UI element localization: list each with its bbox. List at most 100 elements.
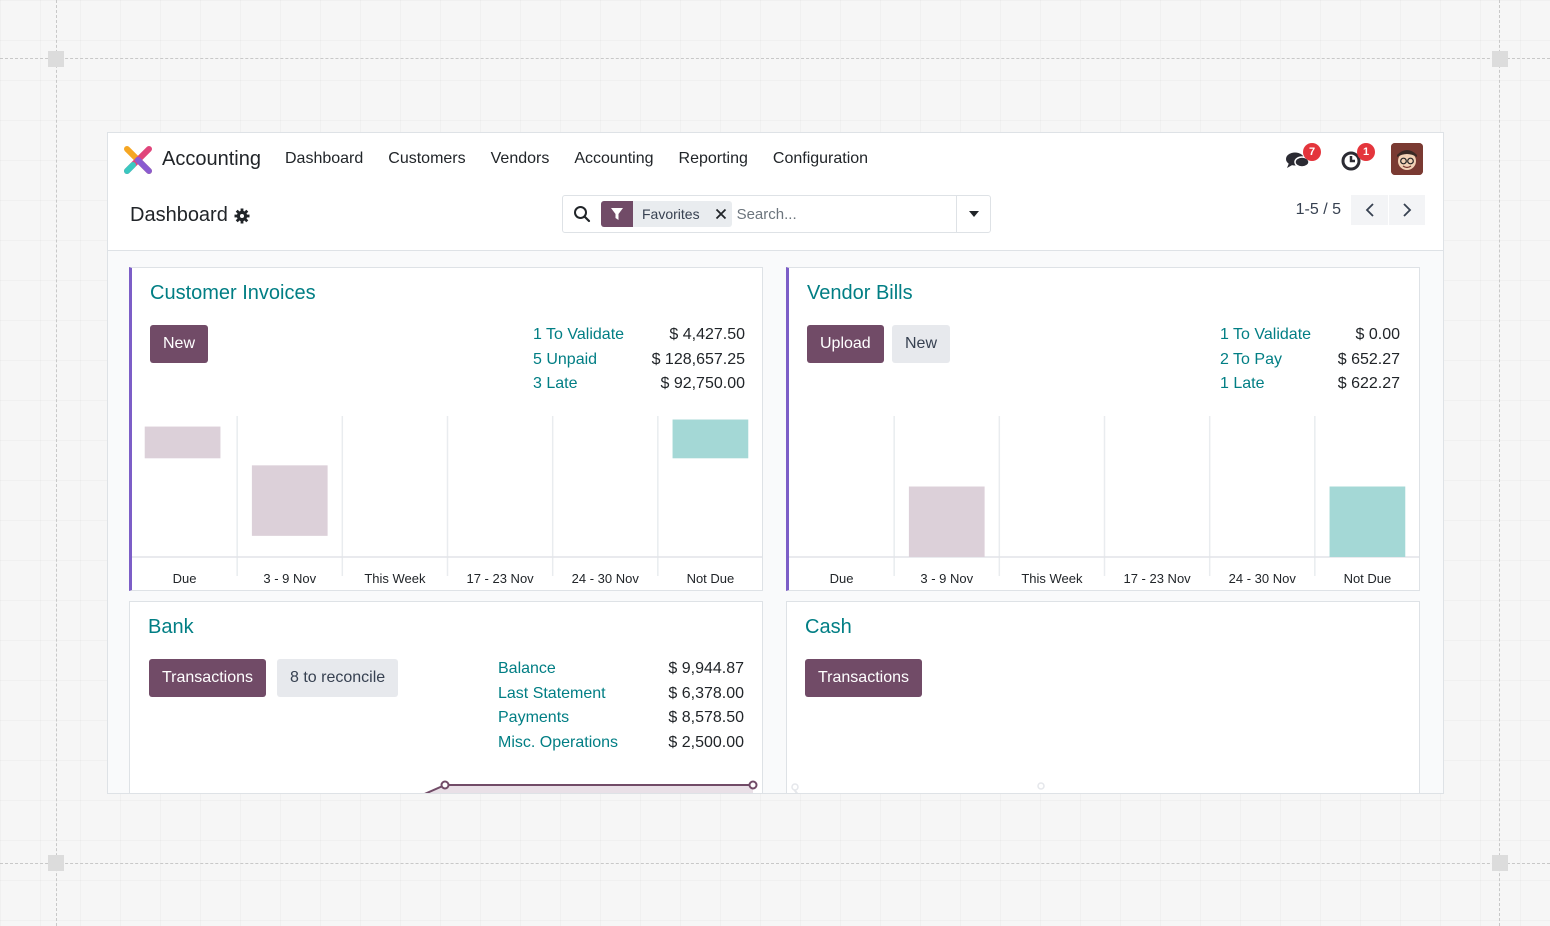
stat-row: 1 To Validate $ 0.00 <box>1220 326 1400 351</box>
stat-row: 2 To Pay $ 652.27 <box>1220 351 1400 376</box>
customer-invoices-stats: 1 To Validate $ 4,427.50 5 Unpaid $ 128,65… <box>533 326 745 400</box>
messages-count-badge: 7 <box>1303 143 1321 161</box>
cash-transactions-button[interactable]: Transactions <box>805 659 922 697</box>
x-tick-label: 3 - 9 Nov <box>920 571 973 586</box>
stat-label[interactable]: 2 To Pay <box>1220 350 1282 368</box>
page-title: Dashboard <box>130 204 228 226</box>
stat-value: $ 0.00 <box>1355 326 1400 343</box>
stat-label[interactable]: 5 Unpaid <box>533 350 598 368</box>
stat-value: $ 652.27 <box>1337 350 1400 368</box>
stat-row: 3 Late $ 92,750.00 <box>533 375 745 400</box>
breadcrumb: Dashboard <box>130 204 250 227</box>
avatar-icon <box>1391 143 1423 175</box>
menu-item-vendors[interactable]: Vendors <box>490 150 550 167</box>
close-icon[interactable] <box>710 201 732 227</box>
activities-button[interactable]: 1 <box>1339 143 1375 173</box>
stat-label[interactable]: 3 Late <box>533 375 578 392</box>
stat-label[interactable]: 1 To Validate <box>1220 326 1312 343</box>
stat-label[interactable]: Misc. Operations <box>498 733 619 751</box>
stat-value: $ 128,657.25 <box>651 350 745 368</box>
guide-handle <box>1492 855 1508 871</box>
control-panel: Dashboard <box>108 187 1443 251</box>
gear-icon[interactable] <box>234 208 250 224</box>
menu-item-accounting[interactable]: Accounting <box>574 150 654 167</box>
x-tick-label: Due <box>830 571 854 586</box>
chevron-right-icon <box>1403 203 1412 217</box>
stat-row: Last Statement $ 6,378.00 <box>498 685 744 710</box>
x-tick-label: 24 - 30 Nov <box>1229 571 1297 586</box>
stat-label[interactable]: 1 To Validate <box>533 326 625 343</box>
cash-balance-graph[interactable] <box>787 772 1420 794</box>
stat-value: $ 622.27 <box>1337 375 1400 392</box>
app-name[interactable]: Accounting <box>162 148 261 170</box>
stat-value: $ 92,750.00 <box>660 375 745 392</box>
stat-label[interactable]: Payments <box>498 709 570 726</box>
graph-point <box>440 780 450 790</box>
search-input[interactable] <box>736 205 937 223</box>
graph-point <box>748 780 758 790</box>
top-navbar: Accounting Dashboard Customers Vendors A… <box>108 133 1443 187</box>
stat-value: $ 8,578.50 <box>668 709 744 726</box>
caret-down-icon <box>968 211 979 217</box>
cash-card: Cash Transactions <box>786 601 1420 794</box>
accounting-app-icon[interactable] <box>124 146 152 174</box>
x-tick-label: This Week <box>364 571 426 586</box>
chart-bar[interactable] <box>251 465 328 536</box>
guide-handle <box>48 855 64 871</box>
main-menu: Dashboard Customers Vendors Accounting R… <box>285 150 893 168</box>
chart-bar[interactable] <box>908 486 985 558</box>
stat-row: 1 Late $ 622.27 <box>1220 375 1400 400</box>
menu-item-customers[interactable]: Customers <box>388 150 466 167</box>
pager-next-button[interactable] <box>1388 195 1425 225</box>
filter-icon <box>601 201 633 227</box>
customer-invoices-title[interactable]: Customer Invoices <box>150 282 316 304</box>
stat-label[interactable]: Balance <box>498 660 556 677</box>
x-tick-label: Due <box>173 571 197 586</box>
activities-count-badge: 1 <box>1357 143 1375 161</box>
pager-value[interactable]: 1-5 / 5 <box>1295 201 1341 218</box>
menu-item-configuration[interactable]: Configuration <box>772 150 869 167</box>
new-invoice-button[interactable]: New <box>150 325 209 363</box>
bank-title[interactable]: Bank <box>148 616 194 638</box>
messaging-button[interactable]: 7 <box>1285 143 1321 173</box>
x-tick-label: Not Due <box>687 571 735 586</box>
guide-handle <box>1492 51 1508 67</box>
reconcile-button[interactable]: 8 to reconcile <box>277 659 399 697</box>
systray: 7 1 <box>1263 133 1443 187</box>
new-bill-button[interactable]: New <box>892 325 951 363</box>
vendor-bills-chart[interactable]: Due 3 - 9 Nov This Week 17 - 23 Nov 24 - 30 … <box>789 416 1420 591</box>
vendor-bills-title[interactable]: Vendor Bills <box>807 282 913 304</box>
graph-point <box>1037 782 1045 790</box>
upload-bill-button[interactable]: Upload <box>807 325 884 363</box>
graph-point <box>791 783 799 791</box>
stat-row: 1 To Validate $ 4,427.50 <box>533 326 745 351</box>
chart-bar[interactable] <box>1329 486 1406 558</box>
app-window: Accounting Dashboard Customers Vendors A… <box>107 132 1444 794</box>
chart-bar[interactable] <box>672 419 749 459</box>
cash-title[interactable]: Cash <box>805 616 852 638</box>
customer-invoices-chart[interactable]: Due 3 - 9 Nov This Week 17 - 23 Nov 24 - 30 … <box>132 416 763 591</box>
chart-bar[interactable] <box>144 426 221 459</box>
dashboard-content: Customer Invoices New 1 To Validate $ 4,4… <box>108 251 1443 794</box>
menu-item-reporting[interactable]: Reporting <box>678 150 748 167</box>
x-tick-label: 17 - 23 Nov <box>1123 571 1191 586</box>
user-avatar[interactable] <box>1391 143 1423 175</box>
stat-value: $ 2,500.00 <box>668 733 744 751</box>
facet-label: Favorites <box>642 206 700 222</box>
bank-stats: Balance $ 9,944.87 Last Statement $ 6,378.… <box>498 660 744 758</box>
search-options-toggle[interactable] <box>956 196 990 232</box>
bank-balance-graph[interactable] <box>130 772 763 794</box>
stat-row: Payments $ 8,578.50 <box>498 709 744 734</box>
search-icon[interactable] <box>563 196 601 232</box>
pager-previous-button[interactable] <box>1351 195 1388 225</box>
guide-line <box>56 0 57 926</box>
x-tick-label: Not Due <box>1344 571 1392 586</box>
vendor-bills-card: Vendor Bills Upload New 1 To Validate $ 0… <box>786 267 1420 591</box>
menu-item-dashboard[interactable]: Dashboard <box>285 150 364 167</box>
stat-value: $ 4,427.50 <box>669 326 745 343</box>
stat-label[interactable]: 1 Late <box>1220 375 1265 392</box>
bank-transactions-button[interactable]: Transactions <box>149 659 266 697</box>
stat-value: $ 6,378.00 <box>668 684 744 702</box>
stat-label[interactable]: Last Statement <box>498 684 606 702</box>
customer-invoices-card: Customer Invoices New 1 To Validate $ 4,4… <box>129 267 763 591</box>
